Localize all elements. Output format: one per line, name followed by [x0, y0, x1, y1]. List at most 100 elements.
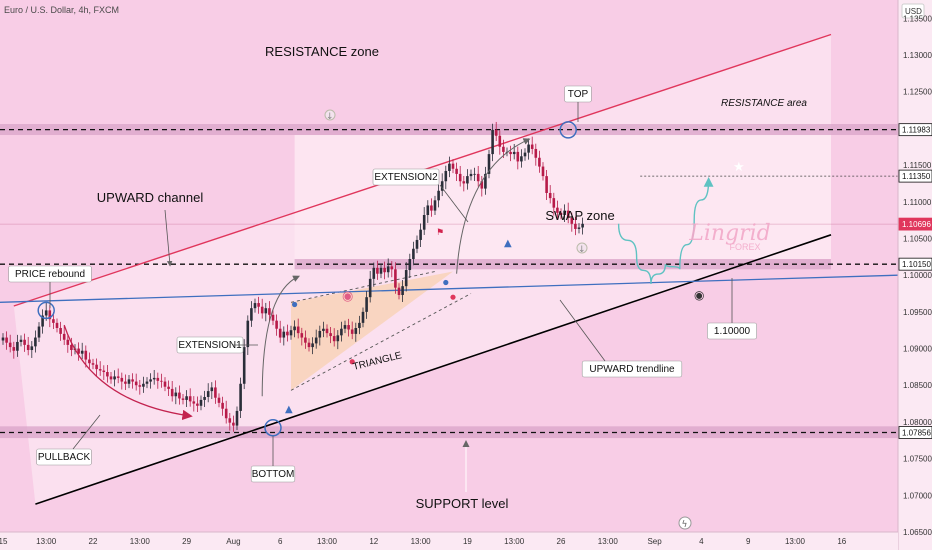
- candle-body: [386, 266, 390, 273]
- candle-body: [109, 376, 113, 380]
- candle-body: [185, 396, 188, 400]
- candle-body: [577, 227, 581, 229]
- candle-body: [149, 379, 152, 382]
- candle-body: [314, 337, 318, 344]
- candle-body: [322, 328, 325, 331]
- candle-body: [512, 151, 516, 155]
- time-tick-label: 13:00: [411, 537, 432, 546]
- candle-body: [336, 335, 340, 342]
- candle-body: [250, 308, 253, 321]
- rocket-icon: ▲: [285, 404, 293, 415]
- candle-body: [376, 267, 379, 274]
- candle-body: [152, 377, 156, 380]
- extension1-arrow: [261, 275, 301, 397]
- candle-body: [502, 146, 505, 152]
- swap-zone-box: [294, 135, 832, 260]
- candle-body: [566, 210, 570, 218]
- candle-body: [271, 314, 275, 321]
- candle-body: [408, 259, 412, 271]
- candle-body: [124, 381, 127, 384]
- candle-body: [59, 328, 62, 334]
- candle-body: [62, 333, 66, 340]
- candle-body: [210, 387, 214, 392]
- candle-body: [80, 350, 84, 354]
- candle-body: [480, 181, 484, 189]
- candle-body: [221, 402, 224, 409]
- upward-trendline-label-box: [581, 360, 683, 378]
- candle-body: [484, 173, 487, 189]
- price-tick-label: 1.13500: [903, 14, 932, 23]
- candle-body: [401, 286, 404, 295]
- price-tick-label: 1.08500: [903, 381, 932, 390]
- candle-body: [300, 333, 304, 338]
- candle-body: [296, 326, 300, 334]
- candle-body: [462, 181, 466, 184]
- level-tag-label: 1.10696: [902, 220, 931, 229]
- down-arrow-icon: [324, 109, 336, 121]
- candle-body: [397, 287, 401, 295]
- candle-body: [379, 267, 383, 274]
- candle-body: [440, 181, 444, 191]
- time-tick-label: 9: [746, 537, 751, 546]
- candle-body: [253, 303, 257, 309]
- pullback-pointer: [72, 414, 101, 450]
- zone-support: [0, 426, 898, 439]
- candle-body: [293, 326, 296, 331]
- candle-body: [138, 385, 142, 387]
- top-circle: [559, 121, 577, 139]
- extension1-label: EXTENSION1: [178, 340, 242, 351]
- candle-body: [66, 339, 70, 345]
- candle-body: [552, 198, 556, 208]
- candle-body: [95, 364, 98, 370]
- price-tick-label: 1.08000: [903, 418, 932, 427]
- time-tick-label: 16: [837, 537, 846, 546]
- trendline-pointer: [559, 299, 606, 362]
- candle-body: [347, 325, 350, 330]
- labels-layer: RESISTANCE zone RESISTANCE area UPWARD cha…: [8, 44, 807, 511]
- candle-body: [476, 173, 480, 182]
- candle-body: [113, 376, 116, 380]
- candle-body: [574, 223, 577, 229]
- lightning-icon[interactable]: [678, 516, 692, 530]
- candle-body: [163, 381, 167, 387]
- candle-body: [278, 328, 282, 338]
- candle-body: [116, 376, 120, 378]
- top-label: TOP: [568, 89, 589, 100]
- candle-body: [203, 396, 206, 400]
- snail-icon: ◉: [342, 289, 353, 304]
- candle-body: [516, 151, 520, 162]
- candle-body: [120, 377, 124, 382]
- candle-body: [174, 392, 178, 397]
- down-arrow-glyph: ↓: [326, 112, 334, 122]
- candle-body: [368, 278, 372, 298]
- price-tick-label: 1.07500: [903, 455, 932, 464]
- level-tag-box: [898, 217, 932, 231]
- price-tick-label: 1.09500: [903, 308, 932, 317]
- chart-title: Euro / U.S. Dollar, 4h, FXCM: [4, 5, 119, 15]
- price-rebound-label: PRICE rebound: [15, 269, 85, 280]
- candle-body: [563, 210, 566, 216]
- support-level-label: SUPPORT level: [416, 496, 509, 511]
- extension2-label: EXTENSION2: [374, 172, 438, 183]
- candle-body: [1, 337, 5, 341]
- candle-body: [30, 346, 34, 351]
- candle-body: [232, 422, 235, 426]
- triangle-pivot-dot: [292, 301, 298, 308]
- candle-body: [556, 207, 559, 213]
- candle-body: [343, 325, 347, 329]
- candle-body: [12, 347, 16, 351]
- triangle-upper-dashed: [290, 271, 436, 303]
- currency-badge: [901, 3, 925, 19]
- candle-body: [419, 229, 422, 240]
- time-tick-label: 22: [89, 537, 98, 546]
- candle-body: [430, 205, 433, 211]
- level-tags: 1.11983 1.11350 1.10696 1.10150 1.07856: [898, 123, 932, 439]
- candle-body: [523, 152, 527, 157]
- candle-body: [394, 269, 397, 288]
- candle-body: [530, 144, 534, 149]
- candle-body: [196, 403, 199, 406]
- bottom-label: BOTTOM: [252, 469, 295, 480]
- candle-body: [224, 408, 228, 419]
- time-tick-label: Sep: [647, 537, 662, 546]
- candle-body: [332, 336, 336, 342]
